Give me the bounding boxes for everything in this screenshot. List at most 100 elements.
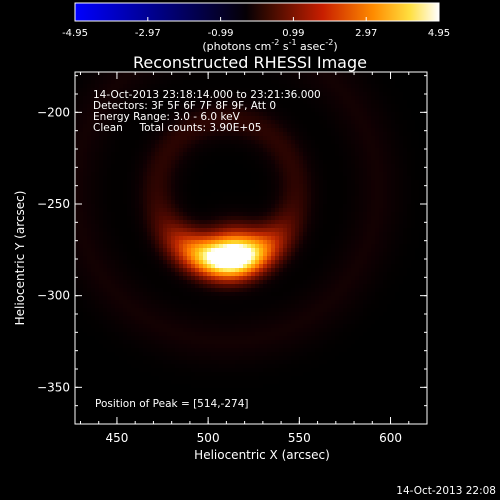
heatmap-pixel xyxy=(255,232,259,236)
heatmap-pixel xyxy=(307,272,311,276)
heatmap-pixel xyxy=(263,80,267,84)
heatmap-pixel xyxy=(211,156,215,160)
heatmap-pixel xyxy=(403,168,407,172)
heatmap-pixel xyxy=(287,284,291,288)
heatmap-pixel xyxy=(347,260,351,264)
heatmap-pixel xyxy=(323,184,327,188)
heatmap-pixel xyxy=(363,124,367,128)
heatmap-pixel xyxy=(295,188,299,192)
heatmap-pixel xyxy=(291,188,295,192)
heatmap-pixel xyxy=(323,188,327,192)
heatmap-pixel xyxy=(391,284,395,288)
heatmap-pixel xyxy=(303,112,307,116)
heatmap-pixel xyxy=(123,176,127,180)
heatmap-pixel xyxy=(331,108,335,112)
heatmap-pixel xyxy=(331,224,335,228)
heatmap-pixel xyxy=(199,80,203,84)
heatmap-pixel xyxy=(243,288,247,292)
heatmap-pixel xyxy=(171,248,175,252)
heatmap-pixel xyxy=(411,104,415,108)
heatmap-pixel xyxy=(363,160,367,164)
heatmap-pixel xyxy=(111,184,115,188)
heatmap-pixel xyxy=(167,260,171,264)
heatmap-pixel xyxy=(247,232,251,236)
heatmap-pixel xyxy=(347,124,351,128)
heatmap-pixel xyxy=(87,256,91,260)
heatmap-pixel xyxy=(359,192,363,196)
heatmap-pixel xyxy=(407,116,411,120)
heatmap-pixel xyxy=(131,120,135,124)
heatmap-pixel xyxy=(135,108,139,112)
heatmap-pixel xyxy=(303,100,307,104)
heatmap-pixel xyxy=(159,128,163,132)
heatmap-pixel xyxy=(107,192,111,196)
heatmap-pixel xyxy=(115,176,119,180)
heatmap-pixel xyxy=(207,200,211,204)
heatmap-pixel xyxy=(391,100,395,104)
heatmap-pixel xyxy=(139,168,143,172)
heatmap-pixel xyxy=(235,272,239,276)
heatmap-pixel xyxy=(211,280,215,284)
heatmap-pixel xyxy=(383,88,387,92)
heatmap-pixel xyxy=(99,236,103,240)
heatmap-pixel xyxy=(347,268,351,272)
heatmap-pixel xyxy=(291,224,295,228)
heatmap-pixel xyxy=(223,268,227,272)
heatmap-pixel xyxy=(411,76,415,80)
heatmap-pixel xyxy=(303,228,307,232)
heatmap-pixel xyxy=(123,256,127,260)
heatmap-pixel xyxy=(127,112,131,116)
heatmap-pixel xyxy=(119,80,123,84)
heatmap-pixel xyxy=(179,284,183,288)
heatmap-pixel xyxy=(199,208,203,212)
heatmap-pixel xyxy=(291,292,295,296)
heatmap-pixel xyxy=(419,204,423,208)
heatmap-pixel xyxy=(223,220,227,224)
heatmap-pixel xyxy=(371,248,375,252)
heatmap-pixel xyxy=(143,168,147,172)
heatmap-pixel xyxy=(395,240,399,244)
heatmap-pixel xyxy=(279,264,283,268)
heatmap-pixel xyxy=(171,88,175,92)
heatmap-pixel xyxy=(151,168,155,172)
heatmap-pixel xyxy=(299,280,303,284)
heatmap-pixel xyxy=(323,256,327,260)
heatmap-pixel xyxy=(139,280,143,284)
heatmap-pixel xyxy=(179,276,183,280)
heatmap-pixel xyxy=(183,88,187,92)
heatmap-pixel xyxy=(335,252,339,256)
heatmap-pixel xyxy=(323,244,327,248)
heatmap-pixel xyxy=(319,284,323,288)
heatmap-pixel xyxy=(395,136,399,140)
heatmap-pixel xyxy=(223,124,227,128)
heatmap-pixel xyxy=(311,96,315,100)
heatmap-pixel xyxy=(303,136,307,140)
heatmap-pixel xyxy=(183,208,187,212)
heatmap-pixel xyxy=(167,220,171,224)
heatmap-pixel xyxy=(407,236,411,240)
heatmap-pixel xyxy=(107,96,111,100)
heatmap-pixel xyxy=(251,232,255,236)
heatmap-pixel xyxy=(103,132,107,136)
heatmap-pixel xyxy=(399,72,403,76)
heatmap-pixel xyxy=(283,244,287,248)
heatmap-pixel xyxy=(103,200,107,204)
heatmap-pixel xyxy=(279,144,283,148)
heatmap-pixel xyxy=(95,236,99,240)
heatmap-pixel xyxy=(79,244,83,248)
heatmap-pixel xyxy=(339,212,343,216)
heatmap-pixel xyxy=(263,148,267,152)
heatmap-pixel xyxy=(239,148,243,152)
heatmap-pixel xyxy=(115,208,119,212)
heatmap-pixel xyxy=(303,232,307,236)
heatmap-pixel xyxy=(263,76,267,80)
heatmap-pixel xyxy=(95,276,99,280)
heatmap-pixel xyxy=(199,192,203,196)
heatmap-pixel xyxy=(375,236,379,240)
heatmap-pixel xyxy=(411,240,415,244)
heatmap-pixel xyxy=(311,232,315,236)
heatmap-pixel xyxy=(143,112,147,116)
heatmap-pixel xyxy=(223,132,227,136)
heatmap-pixel xyxy=(367,124,371,128)
heatmap-pixel xyxy=(203,208,207,212)
